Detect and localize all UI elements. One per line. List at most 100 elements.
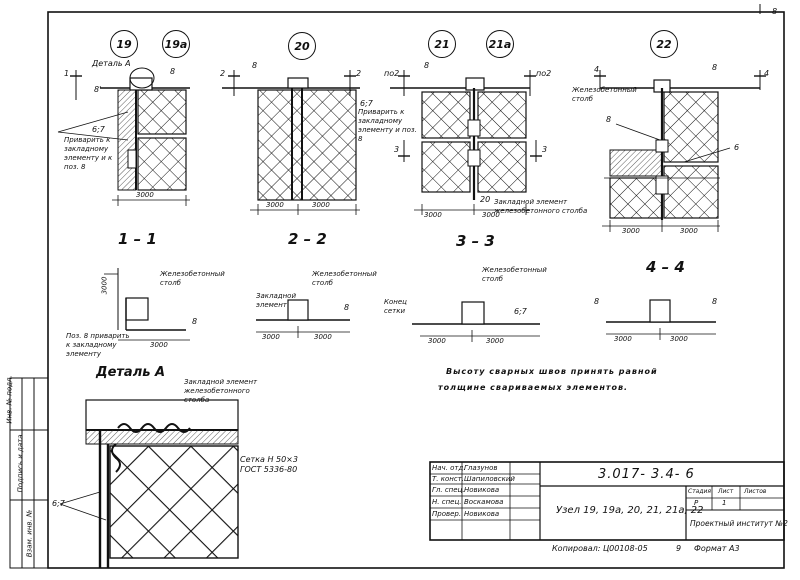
pos8-lower-4b: 8 [712,297,718,306]
node-number-19: 19 [110,30,138,58]
dim-3000-lower-2a: 3000 [262,333,280,341]
detail-a-callout: Деталь А [92,59,131,68]
title-block [429,461,785,541]
embedded-label-lower: Закладной элемент [256,292,297,309]
post-label-lower-3: Железобетонный столб [482,266,547,283]
dim-3000-lower-1: 3000 [150,341,168,349]
detail-a-welds: 6;7 [52,499,65,508]
pos8-label: 8 [170,67,176,76]
node-19-drawing [57,67,190,206]
weld-note-text-19: Приварить к закладному элементу и к поз.… [64,136,113,171]
note-line-1: Высоту сварных швов принять равной [446,367,658,376]
dim-3000-lower-3a: 3000 [428,337,446,345]
pos8-weld-note: Поз. 8 приварить к закладному элементу [66,332,130,358]
tb-role-0: Нач. отд. [432,464,466,472]
tb-sheet: 1 [722,499,727,507]
note-line-2: толщине свариваемых элементов. [438,383,629,392]
embedded-label-21: Закладной элемент железобетонного столба [494,198,588,215]
side-stamp-sign: Подпись и дата [16,434,25,493]
sheet-frame [47,11,785,569]
pos8-label-22: 8 [712,63,718,72]
pos8-lower-4a: 8 [594,297,600,306]
dim-3000-21b: 3000 [482,211,500,219]
tb-name-4: Новикова [464,510,500,518]
section-title-2-2: 2 – 2 [288,230,327,248]
node-number-22: 22 [650,30,678,58]
dim-3000-lower-4b: 3000 [670,335,688,343]
copied-by: Копировал: Ц00108-05 [552,544,648,553]
section-title-4-4: 4 – 4 [646,258,685,276]
page-number: 8 [772,7,778,16]
detail-a-drawing [59,399,239,568]
weld-note-21: 6;7 [360,99,373,108]
tb-stage: Р [694,499,699,507]
cut-2-left: 2 [220,69,226,78]
section-4-4-plan [606,299,716,340]
node-22-drawing [594,70,766,232]
dim-3000-22a: 3000 [622,227,640,235]
tb-sheet-header: Лист [718,488,734,495]
dim-20: 20 [480,195,491,204]
pos8-label-20: 8 [252,61,258,70]
post-label-22: Железобетонный столб [572,86,637,103]
pos8-lower-2: 8 [344,303,350,312]
tb-name-0: Глазунов [464,464,498,472]
copy-number: 9 [676,544,682,553]
cut-3-left: 3 [394,145,400,154]
tb-title: Узел 19, 19а, 20, 21, 21а, 22 [556,505,704,516]
tb-organization: Проектный институт №2 [690,519,788,528]
cut-1-left: 1 [64,69,70,78]
pos8-label-21: 8 [424,61,430,70]
pos8-label-22b: 8 [606,115,612,124]
section-title-1-1: 1 – 1 [118,230,157,248]
node-21-drawing [390,70,542,215]
tb-name-1: Шапиловский [464,475,515,483]
side-stamp-inv: Инв. № подл. [5,375,14,424]
weld-note-text-21: Приварить к закладному элементу и поз. 8 [358,108,417,143]
cut-4-left: 4 [594,65,600,74]
pos8-prime-label: 8' [94,85,102,94]
detail-a-embedded: Закладной элемент железобетонного столба [184,378,258,404]
dim-3000-19: 3000 [136,191,154,199]
dim-3000-lower-2b: 3000 [314,333,332,341]
node-number-21a: 21а [486,30,514,58]
detail-a-title: Деталь А [96,365,166,380]
tb-name-3: Воскамова [464,498,504,506]
section-2-2-plan [256,299,350,338]
format-label: Формат А3 [694,544,740,553]
detail-a-gost: ГОСТ 5336-80 [240,465,298,474]
node-number-19a: 19а [162,30,190,58]
tb-doc-code: 3.017- 3.4- 6 [598,467,695,482]
detail-a-mesh: Сетка Н 50×3 [240,455,298,464]
dim-3000-vertical: 3000 [100,276,109,295]
cut-3-right: 3 [542,145,548,154]
pos8-lower-1: 8 [192,317,198,326]
mesh-end-label: Конец сетки [384,298,407,315]
node-number-21: 21 [428,30,456,58]
dim-3000-20b: 3000 [312,201,330,209]
section-1-1-plan [104,268,190,341]
dim-3000-22b: 3000 [680,227,698,235]
section-3-3-plan [412,301,540,342]
cut-4-right: 4 [764,69,770,78]
node-number-20: 20 [288,32,316,60]
tb-role-4: Провер. [432,510,462,518]
dim-3000-lower-4a: 3000 [614,335,632,343]
side-stamp-frame [9,377,49,569]
post-label-lower-2: Железобетонный столб [312,270,377,287]
node-20-drawing [222,70,360,215]
tb-sheets-header: Листов [744,488,767,495]
tb-role-3: Н. спец. [432,498,462,506]
section-title-3-3: 3 – 3 [456,232,495,250]
tb-role-2: Гл. спец. [432,486,465,494]
tb-stage-header: Стадия [688,488,712,495]
tb-name-2: Новикова [464,486,500,494]
pos6-label: 6 [734,143,740,152]
tb-role-1: Т. конст. [432,475,464,483]
cut-2-right-21: по2 [536,69,552,78]
cut-2-left-21: по2 [384,69,400,78]
post-label-lower-1: Железобетонный столб [160,270,225,287]
side-stamp-replace: Взам. инв. № [25,509,34,558]
